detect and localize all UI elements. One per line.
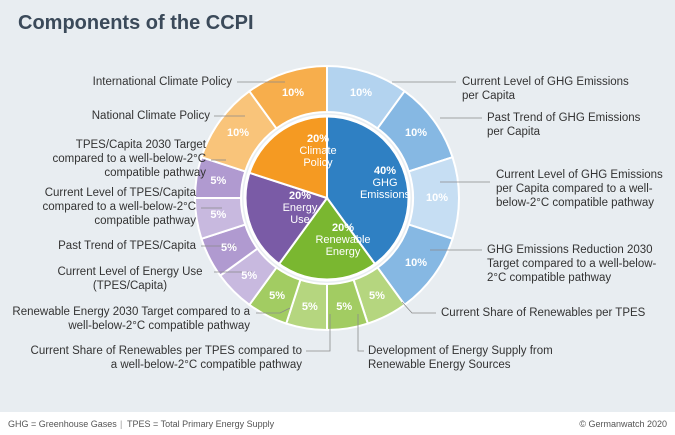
outer-value-label: 5% bbox=[336, 300, 353, 313]
inner-category-label: Climate Policy bbox=[299, 145, 337, 169]
outer-value-label: 5% bbox=[241, 269, 258, 282]
outer-category-label: Current Share of Renewables per TPES com… bbox=[30, 345, 302, 371]
outer-value-label: 10% bbox=[425, 192, 449, 204]
outer-value-label: 10% bbox=[349, 87, 372, 100]
inner-value-label: 20% bbox=[331, 222, 355, 234]
outer-value-label: 5% bbox=[269, 290, 285, 302]
leader-line bbox=[357, 314, 364, 352]
inner-label: 20% Climate Policy bbox=[293, 133, 343, 169]
inner-category-label: GHG Emissions bbox=[359, 177, 411, 201]
outer-value-label: 10% bbox=[404, 127, 427, 140]
outer-category-label: Renewable Energy 2030 Target compared to… bbox=[12, 306, 250, 332]
outer-category-label: International Climate Policy bbox=[92, 76, 232, 88]
chart-title: Components of the CCPI bbox=[18, 12, 254, 34]
outer-value-label: 10% bbox=[281, 87, 305, 100]
note: GHG = Greenhouse Gases bbox=[8, 419, 117, 429]
inner-border bbox=[243, 114, 411, 282]
inner-category-label: Energy Use bbox=[282, 202, 318, 226]
outer-category-label: National Climate Policy bbox=[91, 110, 210, 122]
outer-category-label: Current Level of GHG Emissions per Capit… bbox=[496, 169, 663, 209]
inner-label: 20% Renewable Energy bbox=[308, 222, 378, 258]
outer-category-label: Current Level of TPES/Capita compared to… bbox=[42, 187, 196, 227]
inner-value-label: 40% bbox=[373, 165, 397, 177]
outer-value-label: 5% bbox=[368, 290, 385, 302]
outer-category-label: Development of Energy Supply from Renewa… bbox=[368, 345, 553, 371]
footer: GHG = Greenhouse Gases | TPES = Total Pr… bbox=[0, 412, 675, 435]
outer-category-label: Past Trend of TPES/Capita bbox=[58, 240, 196, 252]
inner-label: 20% Energy Use bbox=[275, 190, 325, 226]
note: TPES = Total Primary Energy Supply bbox=[127, 419, 275, 429]
outer-value-label: 10% bbox=[226, 127, 250, 140]
outer-category-label: GHG Emissions Reduction 2030 Target comp… bbox=[487, 244, 657, 284]
inner-value-label: 20% bbox=[306, 133, 330, 145]
leader-line bbox=[306, 314, 331, 352]
outer-category-label: Current Level of Energy Use (TPES/Capita… bbox=[57, 266, 203, 292]
source: © Germanwatch 2020 bbox=[579, 419, 667, 429]
outer-category-label: Current Share of Renewables per TPES bbox=[441, 307, 646, 319]
outer-value-label: 5% bbox=[210, 209, 227, 222]
inner-category-label: Renewable Energy bbox=[315, 234, 371, 258]
inner-label: 40% GHG Emissions bbox=[354, 165, 416, 201]
outer-value-label: 10% bbox=[404, 256, 427, 269]
outer-category-label: Past Trend of GHG Emissions per Capita bbox=[487, 112, 641, 138]
outer-value-label: 5% bbox=[221, 241, 237, 254]
outer-category-label: TPES/Capita 2030 Target compared to a we… bbox=[52, 139, 206, 179]
outer-value-label: 5% bbox=[301, 300, 318, 313]
outer-category-label: Current Level of GHG Emissions per Capit… bbox=[462, 76, 629, 102]
leader-line bbox=[256, 307, 291, 314]
separator: | bbox=[120, 419, 123, 429]
leader-line bbox=[401, 301, 436, 314]
outer-value-label: 5% bbox=[210, 174, 227, 187]
inner-value-label: 20% bbox=[288, 190, 312, 202]
